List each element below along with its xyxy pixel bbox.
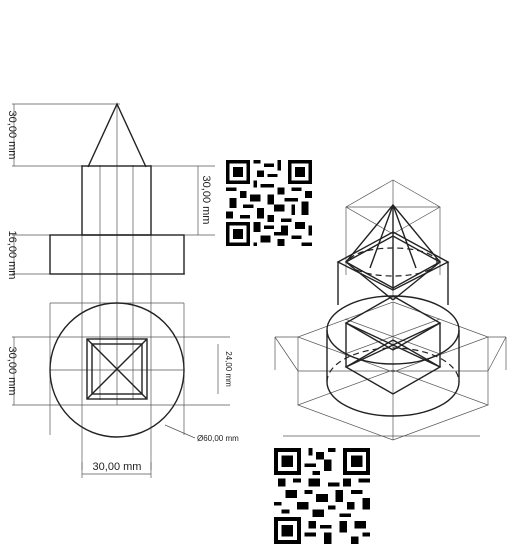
dim-shaft-height: 30,00 mm bbox=[200, 176, 212, 225]
dim-diameter: Ø60,00 mm bbox=[197, 434, 239, 443]
dim-base-height: 30,00 mm bbox=[6, 347, 18, 396]
qr-code-icon bbox=[274, 448, 370, 544]
dim-shaft-width: 30,00 mm bbox=[93, 461, 142, 473]
isometric-view bbox=[274, 179, 507, 441]
qr-code-icon bbox=[226, 160, 312, 246]
dim-tip-height: 30,00 mm bbox=[6, 111, 18, 160]
dim-collar-height: 16,00 mm bbox=[6, 231, 18, 280]
dim-square-side: 24,00 mm bbox=[224, 351, 233, 387]
front-view: 30,00 mm 30,00 mm 16,00 mm 30,00 mm 24,0… bbox=[6, 102, 239, 478]
